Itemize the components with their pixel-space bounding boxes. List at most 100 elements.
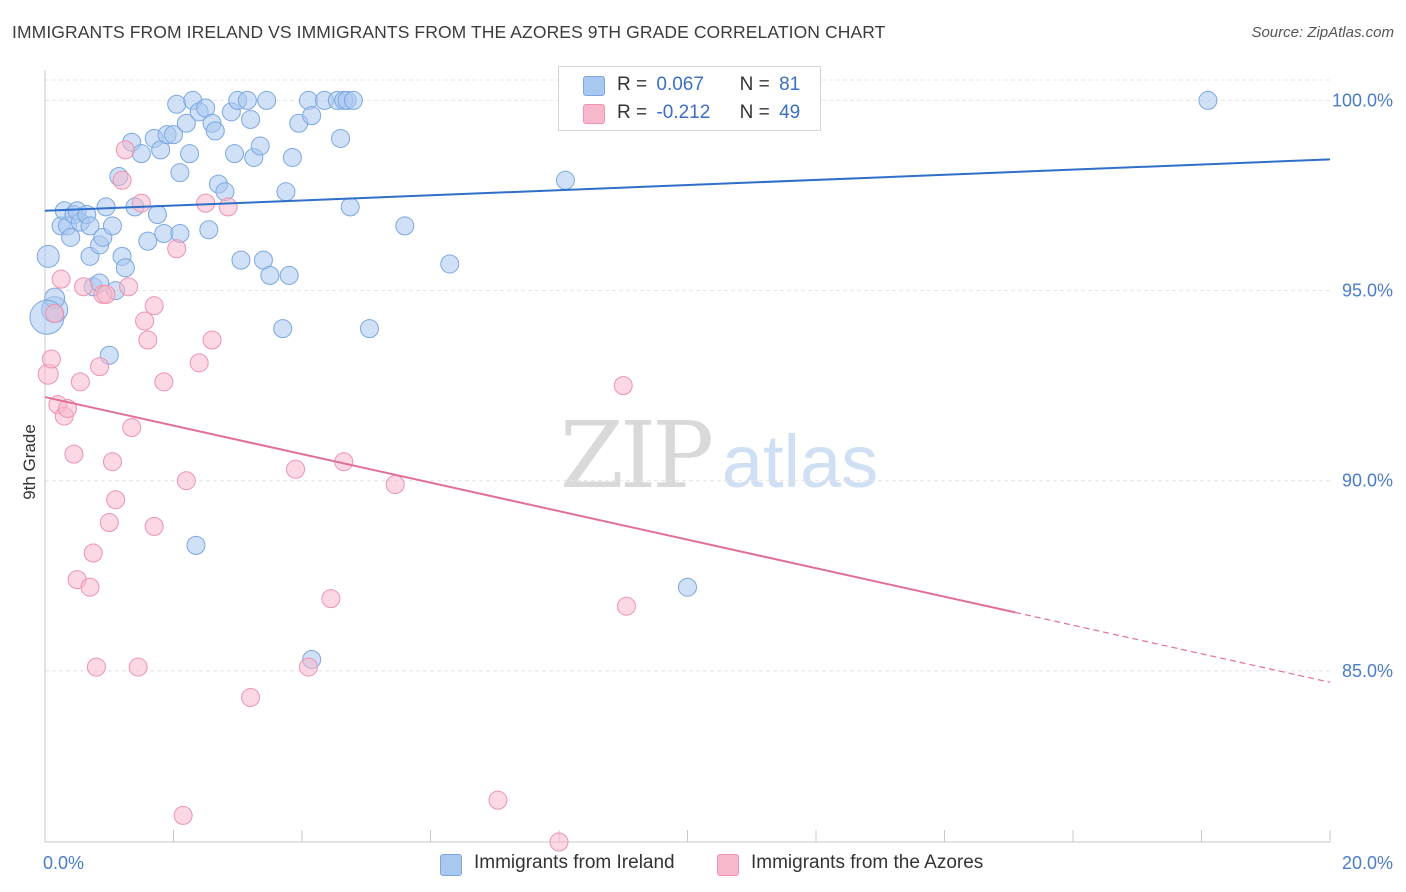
point-ireland [340,197,360,217]
point-ireland [115,258,135,278]
point-ireland [199,220,219,240]
point-ireland [225,144,245,164]
point-ireland [80,216,100,236]
point-ireland [186,535,206,555]
r-value: 0.067 [656,74,704,95]
x-tick-label: 0.0% [43,853,84,873]
point-ireland [276,182,296,202]
point-ireland [180,144,200,164]
n-label: N = [739,74,770,95]
point-azores [115,140,135,160]
point-ireland [260,265,280,285]
point-ireland [241,109,261,129]
point-azores [41,349,61,369]
watermark-atlas: atlas [722,420,878,503]
legend-label-ireland: Immigrants from Ireland [474,852,675,873]
point-ireland [440,254,460,274]
point-azores [385,475,405,495]
point-ireland [102,216,122,236]
stats-legend-swatch-azores [583,104,605,124]
point-azores [119,277,139,297]
data-points [29,90,1218,852]
watermark-zip: ZIP [560,402,711,509]
point-ireland [138,231,158,251]
point-azores [90,357,110,377]
point-azores [64,444,84,464]
r-value: -0.212 [656,102,711,123]
point-azores [613,376,633,396]
point-ireland [170,163,190,183]
point-ireland [331,128,351,148]
point-azores [51,269,71,289]
point-azores [131,193,151,213]
point-azores [176,471,196,491]
point-azores [154,372,174,392]
point-azores [144,296,164,316]
n-value: 81 [779,74,801,95]
point-ireland [154,224,174,244]
point-ireland [131,144,151,164]
point-ireland [167,94,187,114]
point-azores [202,330,222,350]
stats-legend-text-azores: R = -0.212 N = 49 [617,102,800,124]
stats-legend: R = 0.067 N = 81 R = -0.212 N = 49 [558,66,821,131]
axes [44,70,1331,843]
point-ireland [395,216,415,236]
watermark: ZIP atlas [560,402,878,509]
point-azores [102,452,122,472]
point-azores [83,543,103,563]
point-azores [138,330,158,350]
point-ireland [164,125,183,145]
point-ireland [302,106,322,126]
point-azores [96,284,116,304]
point-ireland [678,577,697,597]
y-tick-label: 90.0% [1342,471,1393,491]
trend-line-azores-extension [1015,611,1331,683]
tick-labels: 100.0% 95.0% 90.0% 85.0% 0.0% 20.0% [43,90,1393,873]
y-axis-label: 9th Grade [20,424,39,500]
point-ireland [282,147,302,167]
y-tick-label: 100.0% [1332,90,1393,110]
point-azores [144,516,164,536]
x-tick-label: 20.0% [1342,853,1393,873]
point-azores [99,513,119,533]
point-azores [549,832,569,852]
point-ireland [273,319,293,339]
point-ireland [1198,90,1218,110]
point-azores [106,490,126,510]
r-label: R = [617,102,648,123]
point-ireland [231,250,251,270]
point-ireland [61,227,81,247]
y-tick-label: 85.0% [1342,661,1393,681]
point-ireland [555,170,575,190]
legend-swatch-ireland [440,854,462,876]
n-label: N = [739,102,770,123]
point-azores [218,197,238,217]
point-azores [321,589,341,609]
point-ireland [279,265,299,285]
chart-source: Source: ZipAtlas.com [1251,24,1394,41]
point-azores [189,353,209,373]
point-azores [616,596,636,616]
point-ireland [237,90,257,110]
point-azores [286,459,306,479]
chart-title: IMMIGRANTS FROM IRELAND VS IMMIGRANTS FR… [12,22,886,42]
point-azores [167,239,187,259]
point-azores [86,657,106,677]
point-azores [135,311,155,331]
point-ireland [257,90,277,110]
y-tick-label: 95.0% [1342,281,1393,301]
point-azores [122,417,142,437]
point-azores [488,790,508,810]
stats-legend-swatch-ireland [583,76,605,96]
point-azores [45,303,65,323]
point-ireland [250,136,270,156]
point-ireland [36,244,60,268]
point-ireland [205,121,225,141]
legend-label-azores: Immigrants from the Azores [751,852,984,873]
n-value: 49 [779,102,801,123]
stats-legend-text-ireland: R = 0.067 N = 81 [617,74,800,96]
point-azores [80,577,100,597]
legend-swatch-azores [717,854,739,876]
